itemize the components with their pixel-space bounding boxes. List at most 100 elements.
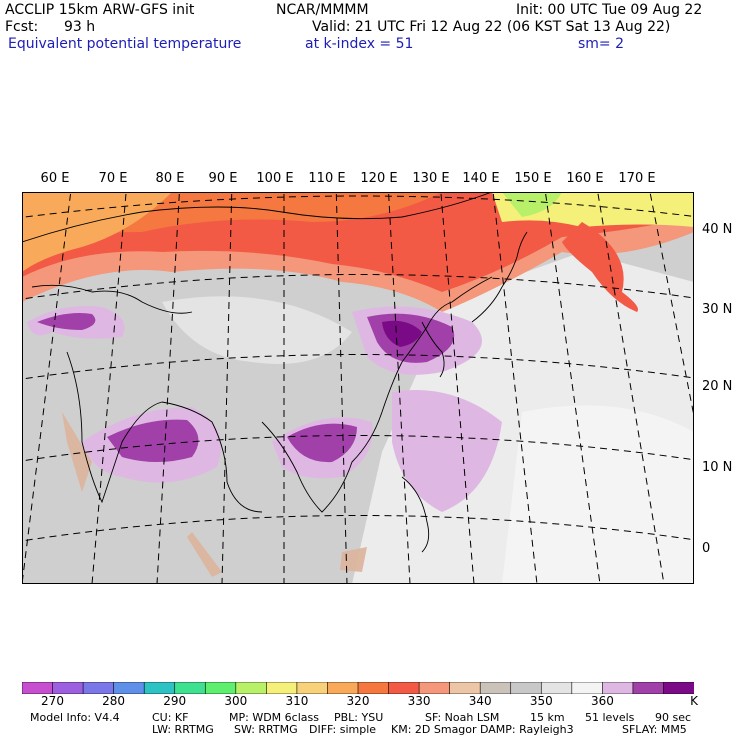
theta-e-map [22, 192, 694, 584]
vertical-levels: 51 levels [585, 711, 635, 724]
lat-line-equator [22, 515, 694, 542]
lat-line-40n [22, 195, 694, 218]
colorbar-swatch [357, 682, 390, 694]
lon-label-120e: 120 E [360, 171, 398, 186]
damping-option: DAMP: Rayleigh3 [480, 723, 574, 736]
field-name: Equivalent potential temperature [8, 36, 242, 52]
colorbar-tick-label: 300 [224, 694, 248, 708]
colorbar-swatch [479, 682, 512, 694]
lon-label-150e: 150 E [514, 171, 552, 186]
colorbar-swatch [510, 682, 542, 694]
boundary-line [31, 284, 193, 314]
colorbar-swatch [602, 682, 634, 694]
land-sumatra [187, 532, 222, 577]
purple-bengal-core [107, 419, 199, 462]
colorbar-swatch [204, 682, 237, 694]
lat-label-10n: 10 N [702, 460, 733, 475]
microphysics-scheme: MP: WDM 6class [229, 711, 319, 724]
colorbar-swatch [449, 682, 481, 694]
warm-tongue-east [562, 222, 638, 312]
model-version: Model Info: V4.4 [30, 711, 120, 724]
colorbar-swatch [113, 682, 145, 694]
lat-label-40n: 40 N [702, 222, 733, 237]
km-option: KM: 2D Smagor [391, 723, 477, 736]
cumulus-scheme: CU: KF [152, 711, 189, 724]
colorbar-swatch [327, 682, 359, 694]
boundary-north [22, 192, 493, 243]
colorbar-tick-label: 310 [285, 694, 309, 708]
lat-label-equator: 0 [702, 541, 711, 556]
coastline-myanmar [161, 401, 263, 513]
colorbar-swatch [296, 682, 329, 694]
lon-label-70e: 70 E [98, 171, 128, 186]
longwave-scheme: LW: RRTMG [152, 723, 214, 736]
purple-west-core [37, 313, 96, 330]
lat-line-30n [22, 274, 694, 300]
model-title: ACCLIP 15km ARW-GFS init [5, 2, 195, 18]
colorbar-tick-label: 270 [41, 694, 64, 708]
lon-line-130e [440, 192, 475, 584]
colorbar [22, 682, 694, 694]
pale-plateau-region [162, 296, 352, 364]
organization-label: NCAR/MMMM [276, 2, 369, 18]
lon-label-100e: 100 E [256, 171, 294, 186]
colorbar-unit: K [690, 694, 698, 708]
colorbar-tick-label: 360 [590, 694, 614, 708]
lon-line-60e [22, 192, 72, 584]
land-india-coast [62, 412, 92, 492]
colorbar-tick-label: 330 [407, 694, 431, 708]
grid-spacing: 15 km [530, 711, 565, 724]
colorbar-swatch [418, 682, 451, 694]
colorbar-swatch [632, 682, 665, 694]
map-frame [22, 192, 694, 584]
colorbar-swatch [235, 682, 267, 694]
diffusion-option: DIFF: simple [309, 723, 377, 736]
colorbar-swatch [388, 682, 420, 694]
colorbar-swatch [571, 682, 603, 694]
lon-line-70e [91, 192, 127, 584]
lat-label-20n: 20 N [702, 379, 733, 394]
coastline-indochina [261, 411, 383, 513]
colorbar-swatch [266, 682, 298, 694]
valid-time: Valid: 21 UTC Fri 12 Aug 22 (06 KST Sat … [312, 19, 671, 35]
lon-label-110e: 110 E [308, 171, 346, 186]
purple-china-max [382, 320, 422, 347]
colorbar-swatch [22, 682, 54, 694]
time-step: 90 sec [655, 711, 692, 724]
lon-line-140e [492, 192, 538, 584]
coastline-philippines [401, 476, 430, 553]
colorbar-tick-label: 290 [163, 694, 187, 708]
purple-pacific-outer [392, 390, 502, 512]
colorbar-tick-label: 280 [102, 694, 126, 708]
land-borneo [340, 547, 367, 572]
coastline-india [66, 351, 163, 504]
colorbar-tick-label: 350 [529, 694, 553, 708]
lat-line-20n [22, 354, 694, 380]
colorbar-tick-label: 340 [468, 694, 492, 708]
lat-label-30n: 30 N [702, 302, 733, 317]
coastline-china [381, 276, 493, 413]
lon-label-90e: 90 E [208, 171, 238, 186]
warm-band-west [22, 192, 172, 272]
lon-label-160e: 160 E [566, 171, 604, 186]
warm-band-green [502, 192, 562, 217]
shortwave-scheme: SW: RRTMG [234, 723, 298, 736]
forecast-hours: 93 h [64, 19, 96, 35]
colorbar-swatch [82, 682, 115, 694]
lon-label-130e: 130 E [412, 171, 450, 186]
colorbar-swatch [663, 682, 694, 694]
smoothing-label: sm= 2 [578, 36, 625, 52]
init-time: Init: 00 UTC Tue 09 Aug 22 [516, 2, 703, 18]
pale-ocean-region-east [502, 405, 694, 584]
colorbar-swatch [143, 682, 176, 694]
forecast-label: Fcst: [5, 19, 39, 35]
lon-label-170e: 170 E [618, 171, 656, 186]
colorbar-swatch [52, 682, 84, 694]
colorbar-swatch [174, 682, 206, 694]
coastline-korea [421, 321, 445, 378]
lon-label-140e: 140 E [462, 171, 500, 186]
colorbar-tick-label: 320 [346, 694, 370, 708]
lon-line-170e [649, 192, 694, 419]
lon-label-80e: 80 E [155, 171, 185, 186]
pbl-scheme: PBL: YSU [334, 711, 384, 724]
